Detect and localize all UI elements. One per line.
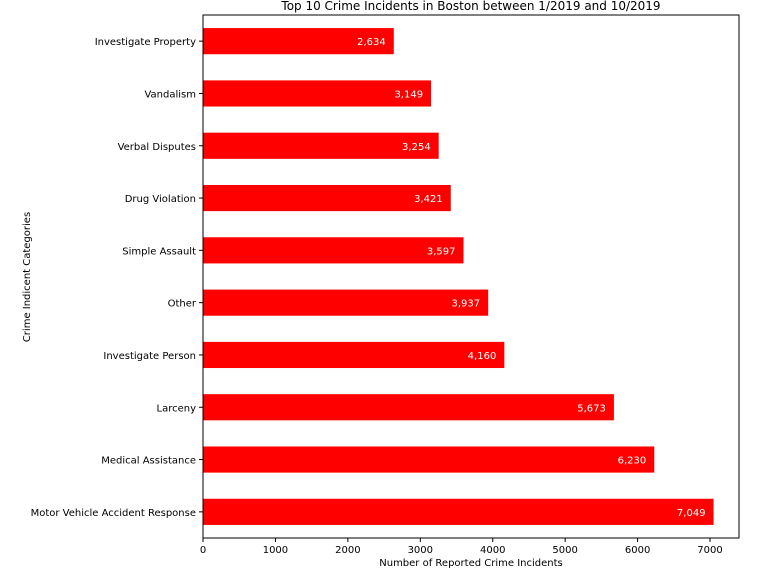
y-tick-label: Other xyxy=(168,299,197,310)
y-tick-label: Verbal Disputes xyxy=(118,142,196,153)
bar-value-label: 5,673 xyxy=(577,403,606,414)
bar-value-label: 2,634 xyxy=(357,37,386,48)
bar xyxy=(203,237,464,264)
bar xyxy=(203,289,489,316)
y-tick-label: Vandalism xyxy=(144,89,196,100)
bar-value-label: 3,254 xyxy=(402,142,431,153)
x-axis-label: Number of Reported Crime Incidents xyxy=(379,558,562,569)
y-tick-label: Investigate Property xyxy=(95,37,196,48)
y-tick-label: Larceny xyxy=(157,403,197,414)
bar-value-label: 3,597 xyxy=(427,246,456,257)
y-tick-label: Simple Assault xyxy=(122,246,196,257)
y-tick-label: Drug Violation xyxy=(125,194,196,205)
y-tick-label: Investigate Person xyxy=(103,351,196,362)
bar xyxy=(203,132,439,159)
bar-value-label: 6,230 xyxy=(618,456,647,467)
x-tick-label: 3000 xyxy=(408,545,433,556)
bar xyxy=(203,28,394,55)
bar-value-label: 3,937 xyxy=(452,299,481,310)
x-tick-label: 6000 xyxy=(625,545,650,556)
bar xyxy=(203,341,505,369)
data-labels-group: 2,634 3,149 3,254 3,421 3,597 3,937 4,160 5,673… xyxy=(357,37,705,519)
bar-value-label: 4,160 xyxy=(468,351,497,362)
y-axis-label: Crime Indicent Categories xyxy=(22,212,33,342)
x-tick-label: 5000 xyxy=(552,545,577,556)
x-tick-label: 7000 xyxy=(697,545,722,556)
x-axis-ticks: 0 1000 2000 3000 4000 5000 6000 7000 xyxy=(200,538,723,556)
bar-value-label: 7,049 xyxy=(677,508,706,519)
bar-value-label: 3,421 xyxy=(414,194,443,205)
chart-title: Top 10 Crime Incidents in Boston between… xyxy=(280,0,660,13)
bar xyxy=(203,80,432,107)
plot-frame xyxy=(202,14,740,539)
x-tick-label: 1000 xyxy=(263,545,288,556)
x-tick-label: 0 xyxy=(200,545,206,556)
y-axis-ticks: Investigate Property Vandalism Verbal Disp… xyxy=(31,37,203,519)
bar xyxy=(203,394,614,421)
bar xyxy=(203,184,451,212)
bar-value-label: 3,149 xyxy=(394,89,423,100)
y-tick-label: Medical Assistance xyxy=(101,456,196,467)
bars-group xyxy=(203,28,714,525)
bar xyxy=(203,446,655,473)
x-tick-label: 4000 xyxy=(480,545,505,556)
x-tick-label: 2000 xyxy=(335,545,360,556)
y-tick-label: Motor Vehicle Accident Response xyxy=(31,508,196,519)
bar xyxy=(203,498,714,525)
